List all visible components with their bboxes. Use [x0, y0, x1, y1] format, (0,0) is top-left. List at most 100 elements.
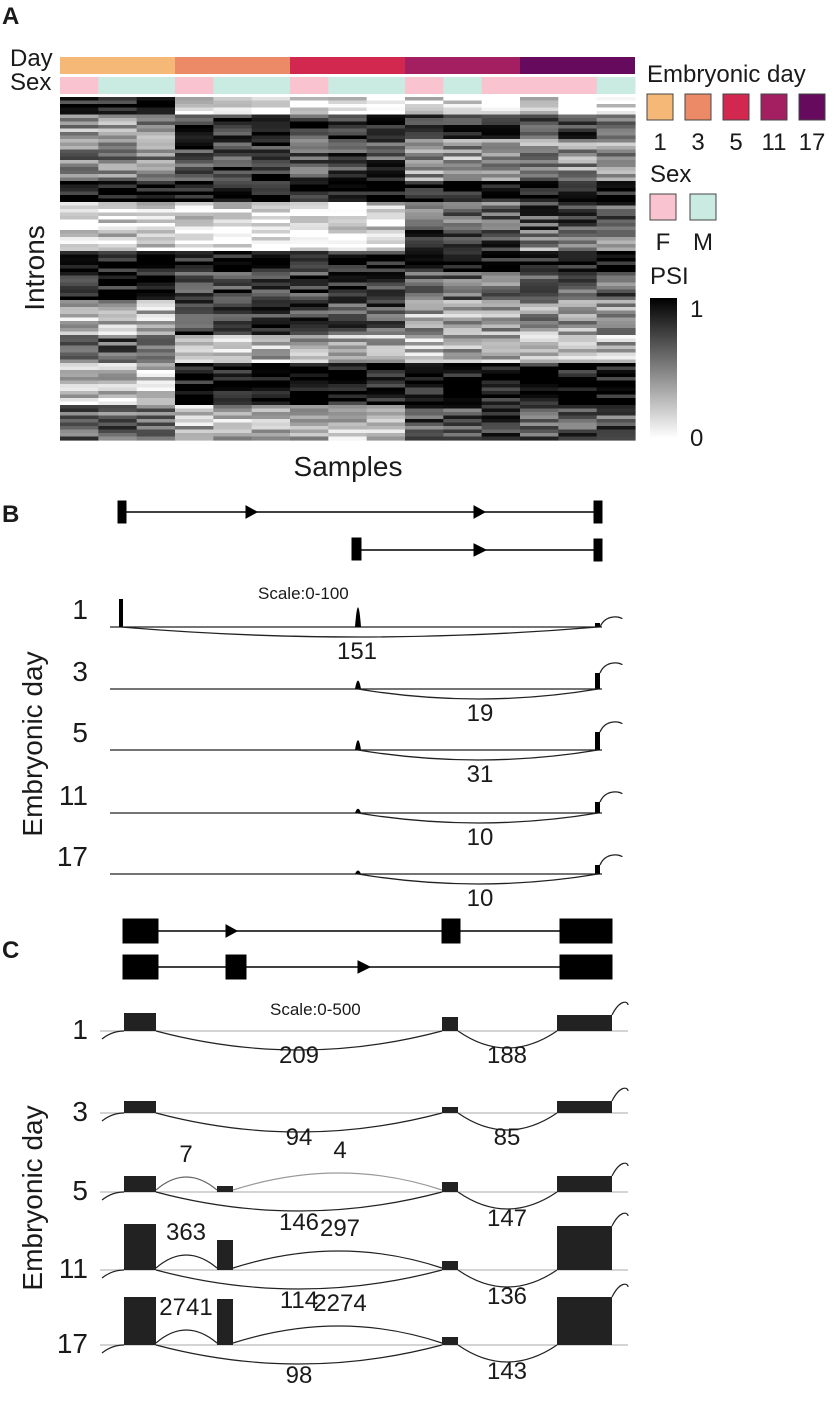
heatmap-cell [520, 142, 559, 147]
heatmap-cell [251, 335, 291, 340]
heatmap-cell [213, 265, 253, 270]
heatmap-cell [251, 209, 291, 214]
heatmap-cell [443, 156, 483, 161]
heatmap-cell [251, 240, 291, 245]
heatmap-cell [558, 97, 598, 102]
heatmap-cell [328, 412, 368, 417]
heatmap-cell [98, 380, 138, 385]
heatmap-cell [405, 268, 444, 273]
heatmap-cell [175, 300, 214, 305]
heatmap-cell [405, 300, 444, 305]
heatmap-cell [328, 321, 368, 326]
heatmap-cell [251, 380, 291, 385]
junction-arc [155, 1112, 443, 1133]
heatmap-cell [520, 181, 559, 186]
heatmap-cell [405, 415, 444, 420]
heatmap-cell [251, 328, 291, 333]
heatmap-cell [558, 226, 598, 231]
heatmap-cell [366, 328, 406, 333]
heatmap-cell [443, 261, 483, 266]
heatmap-cell [213, 184, 253, 189]
heatmap-cell [290, 352, 329, 357]
heatmap-cell [175, 251, 214, 256]
heatmap-cell [98, 342, 138, 347]
heatmap-cell [175, 163, 214, 168]
heatmap-cell [60, 198, 99, 203]
heatmap-cell [558, 244, 598, 249]
heatmap-cell [251, 191, 291, 196]
heatmap-cell [60, 412, 99, 417]
psi-heatmap [60, 97, 636, 441]
heatmap-cell [251, 160, 291, 165]
heatmap-cell [251, 132, 291, 137]
heatmap-cell [60, 398, 99, 403]
heatmap-cell [405, 345, 444, 350]
heatmap-cell [328, 149, 368, 154]
heatmap-cell [175, 356, 214, 361]
heatmap-cell [251, 314, 291, 319]
heatmap-cell [443, 405, 483, 410]
heatmap-cell [558, 156, 598, 161]
heatmap-cell [136, 160, 176, 165]
heatmap-cell [175, 314, 214, 319]
heatmap-cell [136, 412, 176, 417]
heatmap-cell [60, 184, 99, 189]
heatmap-cell [596, 188, 636, 193]
heatmap-cell [328, 223, 368, 228]
heatmap-cell [98, 296, 138, 301]
heatmap-cell [481, 433, 521, 438]
coverage-block [217, 1186, 233, 1192]
heatmap-cell [98, 139, 138, 144]
heatmap-cell [60, 118, 99, 123]
heatmap-cell [175, 352, 214, 357]
heatmap-cell [290, 275, 329, 280]
heatmap-cell [366, 125, 406, 130]
heatmap-cell [251, 275, 291, 280]
heatmap-cell [290, 387, 329, 392]
legend-swatch-day-1 [646, 93, 674, 121]
heatmap-cell [558, 139, 598, 144]
heatmap-cell [558, 132, 598, 137]
heatmap-cell [558, 296, 598, 301]
heatmap-cell [98, 202, 138, 207]
heatmap-cell [328, 160, 368, 165]
heatmap-cell [481, 345, 521, 350]
heatmap-cell [251, 405, 291, 410]
heatmap-cell [481, 321, 521, 326]
heatmap-cell [481, 104, 521, 109]
heatmap-cell [366, 195, 406, 200]
heatmap-cell [175, 188, 214, 193]
heatmap-cell [481, 139, 521, 144]
heatmap-cell [251, 370, 291, 375]
heatmap-cell [136, 272, 176, 277]
heatmap-cell [175, 135, 214, 140]
heatmap-cell [558, 146, 598, 151]
heatmap-cell [558, 314, 598, 319]
heatmap-cell [136, 195, 176, 200]
heatmap-cell [596, 282, 636, 287]
heatmap-cell [481, 394, 521, 399]
heatmap-cell [290, 366, 329, 371]
heatmap-cell [98, 412, 138, 417]
heatmap-cell [251, 139, 291, 144]
heatmap-cell [443, 391, 483, 396]
heatmap-cell [596, 300, 636, 305]
heatmap-cell [405, 177, 444, 182]
heatmap-cell [366, 142, 406, 147]
heatmap-cell [290, 230, 329, 235]
heatmap-cell [60, 251, 99, 256]
heatmap-cell [405, 156, 444, 161]
heatmap-cell [596, 114, 636, 119]
heatmap-cell [251, 125, 291, 130]
heatmap-cell [481, 188, 521, 193]
psi-color-scale [650, 298, 677, 438]
sex-cell [558, 77, 598, 94]
heatmap-cell [175, 258, 214, 263]
heatmap-cell [481, 170, 521, 175]
heatmap-cell [481, 198, 521, 203]
heatmap-cell [520, 216, 559, 221]
heatmap-cell [558, 391, 598, 396]
heatmap-cell [520, 188, 559, 193]
heatmap-cell [60, 177, 99, 182]
